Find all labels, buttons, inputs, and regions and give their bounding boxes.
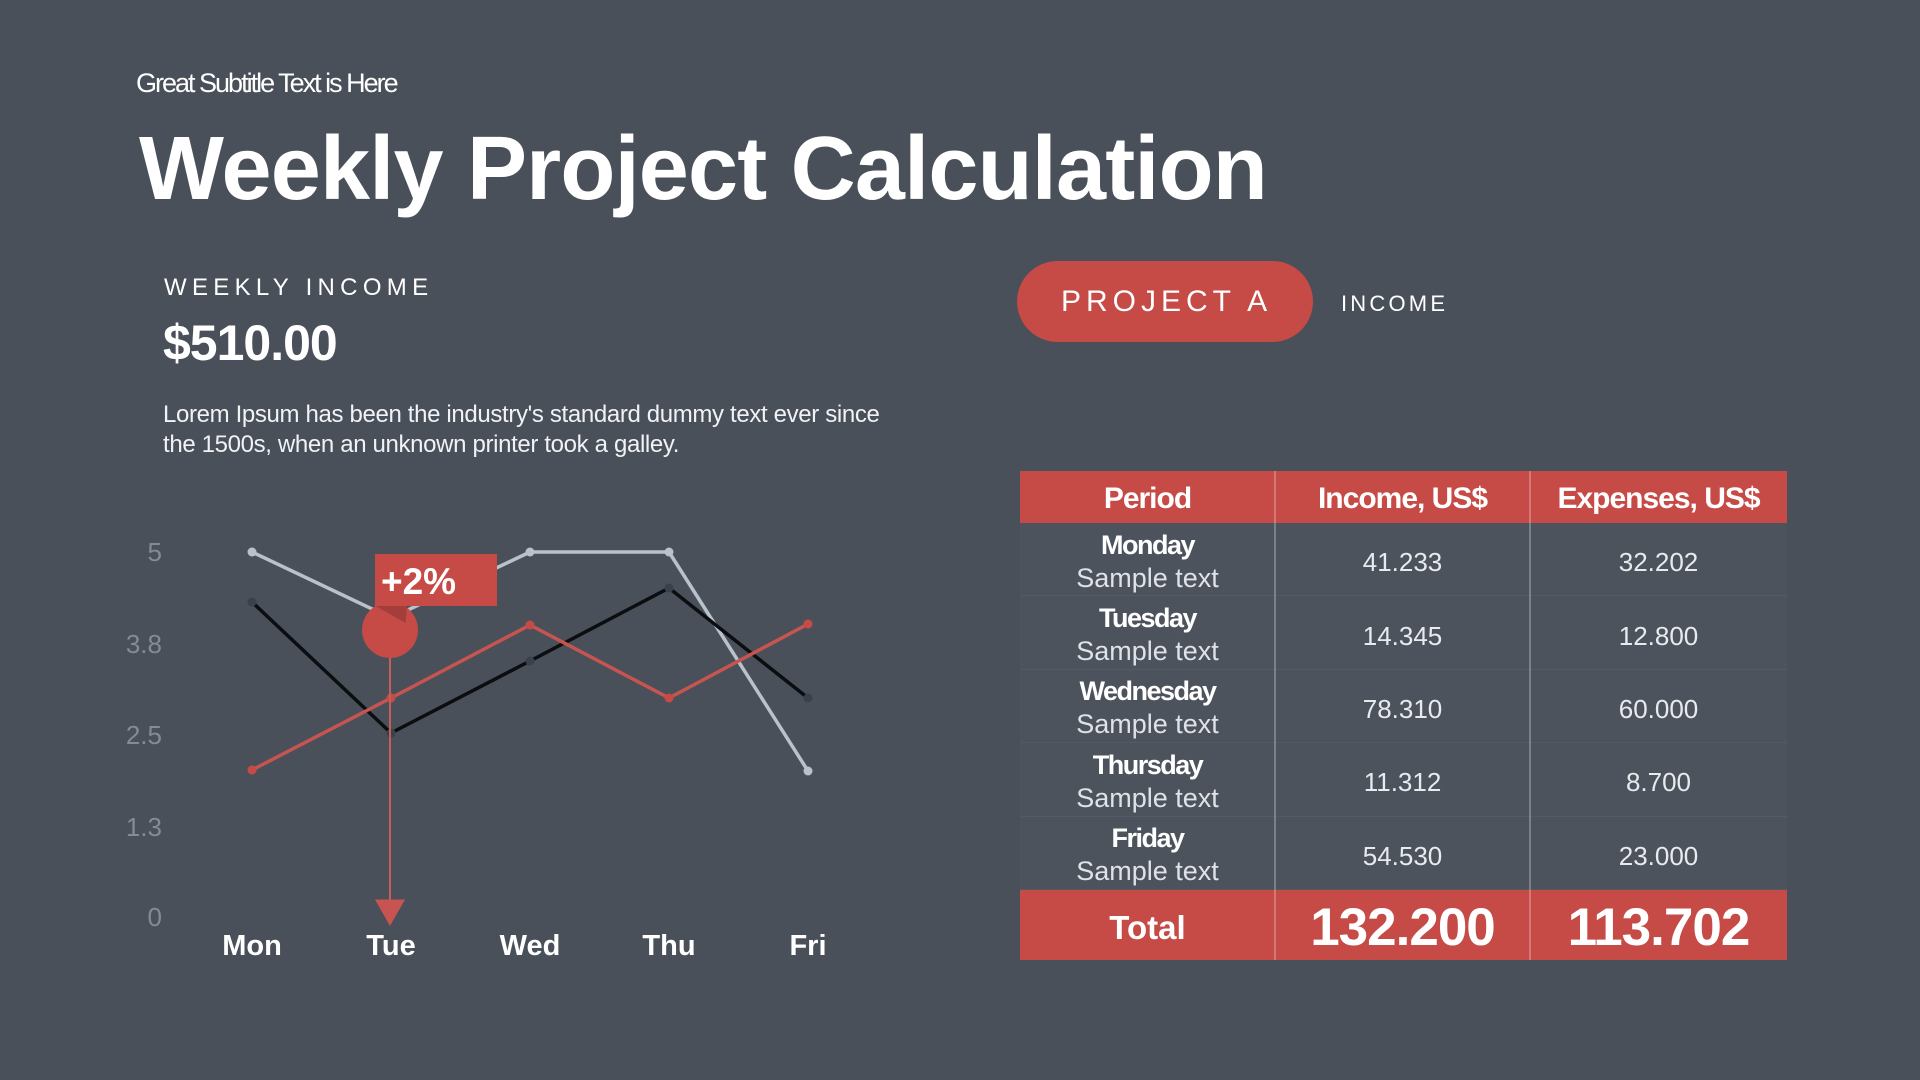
svg-text:+2%: +2% — [381, 561, 456, 602]
